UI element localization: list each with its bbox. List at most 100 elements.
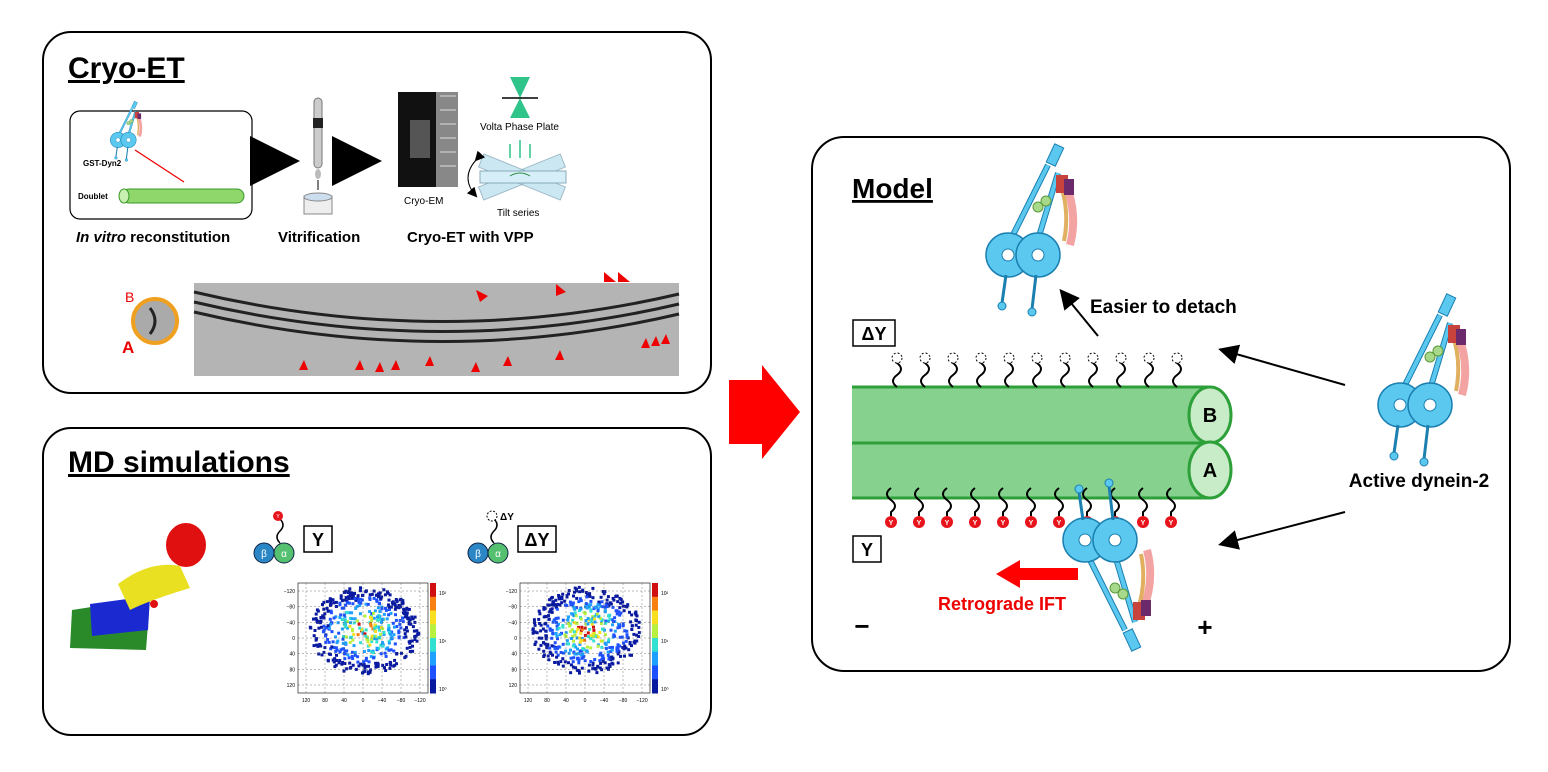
map-cell (571, 634, 575, 638)
map-cell (372, 596, 376, 600)
map-cell (586, 631, 590, 635)
map-cell (308, 625, 312, 629)
map-cell (607, 640, 610, 644)
map-cell (366, 639, 370, 643)
map-cell (577, 652, 581, 656)
map-cell (363, 632, 367, 636)
map-cell (354, 667, 358, 671)
map-cell (552, 644, 556, 648)
map-cell (411, 625, 415, 629)
map-cell (578, 597, 582, 601)
removed-tyrosine (1087, 352, 1099, 364)
pipette-icon (303, 97, 333, 215)
map-cell (609, 628, 613, 632)
map-cell (353, 653, 357, 657)
minus-end: − (854, 611, 869, 641)
map-cell (559, 660, 563, 664)
map-cell (342, 590, 346, 594)
map-cell (403, 632, 407, 636)
map-cell (568, 622, 572, 626)
tyrosine-label: Y (1141, 520, 1146, 527)
map-cell (382, 588, 386, 592)
map-cell (555, 624, 559, 628)
map-x-tick: 120 (302, 698, 311, 704)
map-cell (576, 647, 579, 651)
map-cell (315, 643, 319, 647)
map-cell (555, 655, 559, 659)
map-cell (374, 661, 378, 665)
map-cell (574, 614, 578, 618)
map-cell (398, 598, 402, 602)
map-cell (602, 657, 606, 661)
map-cell (343, 652, 347, 656)
map-cell (609, 602, 613, 606)
map-cell (548, 598, 552, 602)
tyrosine-label: Y (276, 514, 280, 520)
map-cell (333, 665, 337, 669)
map-cell (608, 646, 612, 650)
colorbar-segment (652, 665, 658, 680)
map-cell (413, 638, 417, 641)
map-cell (352, 621, 356, 625)
map-cell (559, 651, 563, 654)
map-cell (563, 599, 567, 603)
map-cell (382, 631, 386, 634)
map-cell (557, 622, 560, 626)
map-cell (604, 646, 608, 650)
map-cell (363, 614, 367, 618)
map-cell (611, 605, 615, 609)
map-cell (342, 635, 345, 639)
colorbar-segment (430, 583, 436, 598)
map-cell (603, 609, 607, 613)
map-cell (577, 661, 581, 665)
map-cell (397, 631, 401, 635)
map-cell (569, 671, 573, 675)
map-cell (316, 620, 319, 624)
map-cell (630, 613, 634, 617)
map-cell (575, 621, 579, 625)
map-cell (357, 598, 361, 602)
map-cell (583, 633, 587, 637)
map-cell (588, 594, 592, 598)
map-cell (588, 628, 592, 631)
tyrosine (885, 516, 897, 528)
map-cell (610, 648, 614, 652)
map-cell (346, 595, 350, 599)
map-cell (542, 653, 546, 657)
map-cell (354, 598, 358, 602)
map-cell (414, 634, 418, 638)
map-cell (609, 658, 613, 662)
removed-tyrosine (1059, 352, 1071, 364)
map-cell (577, 600, 581, 604)
map-cell (561, 642, 565, 646)
map-cell (617, 650, 621, 654)
map-cell (615, 612, 619, 616)
map-cell (371, 651, 375, 655)
map-cell (335, 641, 339, 645)
map-cell (544, 634, 548, 638)
map-cell (411, 617, 415, 621)
map-cell (411, 649, 415, 653)
map-cell (578, 642, 582, 646)
map-cell (622, 641, 625, 645)
map-cell (633, 641, 637, 645)
map-cell (373, 609, 377, 613)
tubule-label: B (1203, 405, 1217, 427)
map-cell (618, 635, 622, 639)
step-label-rest: reconstitution (126, 229, 230, 246)
map-cell (370, 634, 374, 638)
tubule-label: A (1203, 460, 1217, 482)
map-x-tick: 40 (563, 698, 569, 704)
map-cell (330, 630, 334, 634)
map-cell (335, 659, 339, 662)
map-cell (415, 629, 419, 633)
map-cell (356, 655, 360, 659)
active-label: Active dynein-2 (1349, 471, 1489, 492)
tail-top (1032, 359, 1042, 388)
map-cell (341, 641, 345, 645)
map-cell (580, 637, 584, 640)
map-x-tick: 0 (362, 698, 365, 704)
map-cell (603, 590, 607, 594)
map-cell (322, 624, 326, 628)
tubule-label: A (122, 338, 134, 357)
